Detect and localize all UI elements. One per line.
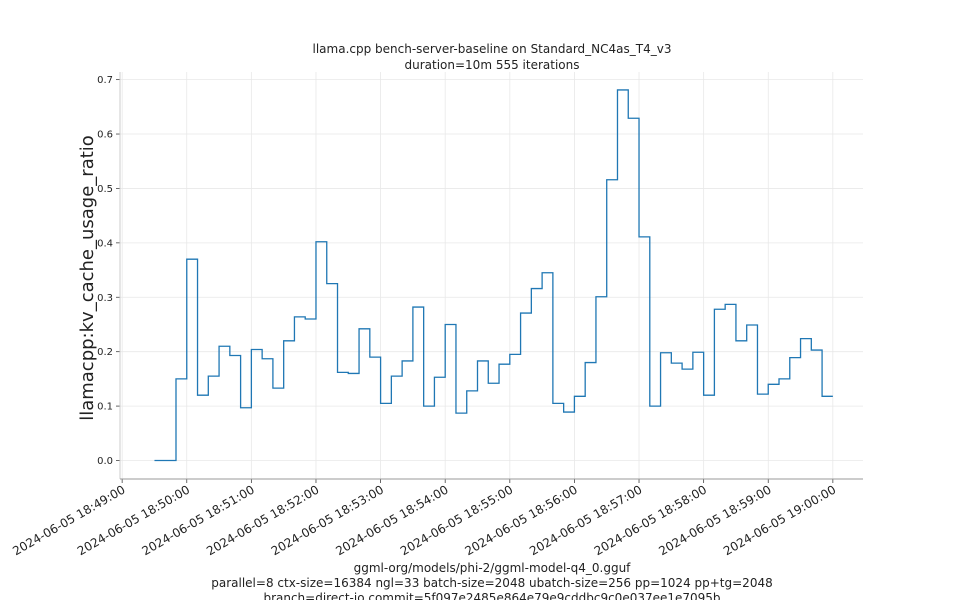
y-tick-label: 0.0 — [97, 456, 113, 467]
x-tick-label: 2024-06-05 18:58:00 — [592, 482, 709, 558]
x-tick-label: 2024-06-05 18:51:00 — [139, 482, 256, 558]
line-series — [154, 89, 833, 462]
x-tick-label: 2024-06-05 18:53:00 — [269, 482, 386, 558]
x-axis-label: parallel=8 ctx-size=16384 ngl=33 batch-s… — [211, 576, 772, 590]
y-axis-label: llamacpp:kv_cache_usage_ratio — [77, 135, 98, 421]
y-tick-label: 0.6 — [97, 130, 113, 141]
x-tick-label: 2024-06-05 18:57:00 — [527, 482, 644, 558]
x-axis-label: ggml-org/models/phi-2/ggml-model-q4_0.gg… — [354, 561, 632, 575]
x-tick-label: 2024-06-05 18:59:00 — [656, 482, 773, 558]
x-tick-label: 2024-06-05 18:56:00 — [463, 482, 580, 558]
y-tick-label: 0.5 — [97, 184, 113, 195]
y-tick-label: 0.7 — [97, 75, 113, 86]
y-tick-label: 0.1 — [97, 402, 113, 413]
y-tick-label: 0.2 — [97, 347, 113, 358]
x-tick-label: 2024-06-05 18:55:00 — [398, 482, 515, 558]
x-tick-label: 2024-06-05 18:52:00 — [204, 482, 321, 558]
x-tick-label: 2024-06-05 19:00:00 — [721, 482, 838, 558]
x-tick-label: 2024-06-05 18:50:00 — [75, 482, 192, 558]
chart-subtitle: duration=10m 555 iterations — [405, 58, 580, 72]
x-tick-label: 2024-06-05 18:54:00 — [333, 482, 450, 558]
y-tick-label: 0.3 — [97, 293, 113, 304]
x-tick-label: 2024-06-05 18:49:00 — [10, 482, 127, 558]
y-tick-label: 0.4 — [97, 238, 113, 249]
x-axis-label: branch=direct-io commit=5f097e2485e864e7… — [263, 591, 720, 600]
chart-title: llama.cpp bench-server-baseline on Stand… — [313, 42, 672, 56]
